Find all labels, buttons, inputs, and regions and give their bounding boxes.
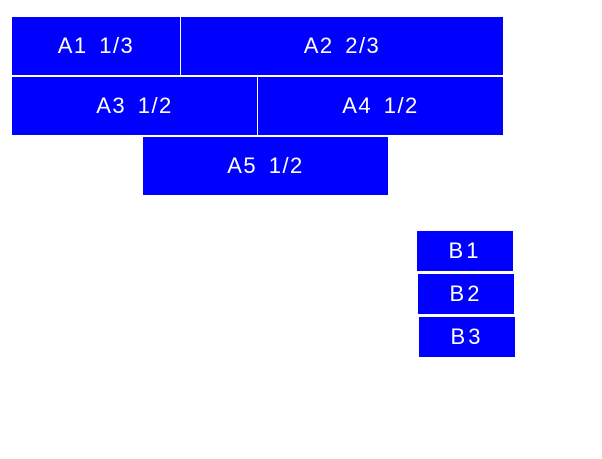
- box-a4: A4 1/2: [258, 77, 503, 135]
- box-a5: A5 1/2: [143, 137, 388, 195]
- box-a2: A2 2/3: [181, 17, 503, 75]
- box-b3: B3: [419, 317, 515, 357]
- box-a3: A3 1/2: [12, 77, 257, 135]
- box-b1: B1: [417, 231, 513, 271]
- box-b2: B2: [418, 274, 514, 314]
- box-a1: A1 1/3: [12, 17, 180, 75]
